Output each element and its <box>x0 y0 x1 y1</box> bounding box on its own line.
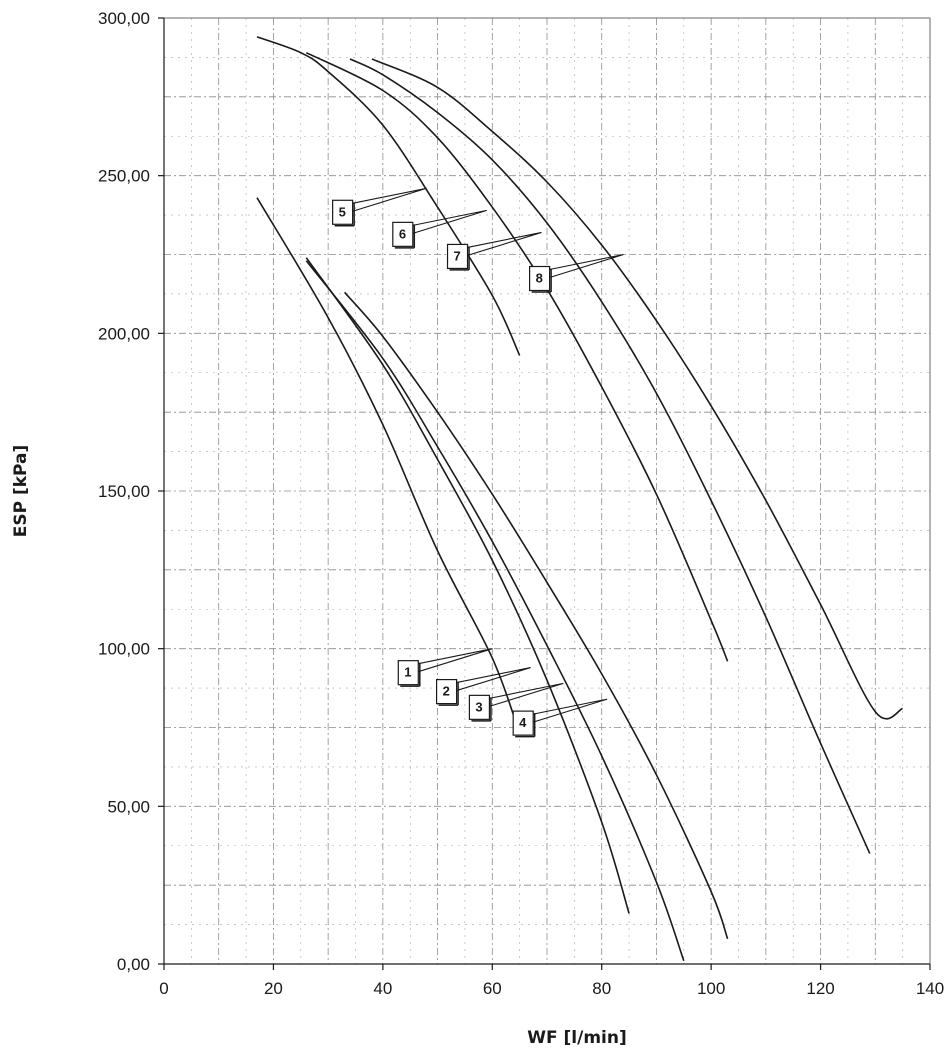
curve-3 <box>305 260 685 962</box>
series-curves <box>256 36 903 962</box>
callout-6: 6 <box>392 209 487 249</box>
y-tick-label: 0,00 <box>117 955 150 974</box>
callout-box <box>446 243 469 270</box>
callout-box <box>435 678 458 705</box>
y-tick-label: 100,00 <box>98 640 150 659</box>
callout-label: 1 <box>404 665 411 680</box>
curve-callouts: 1 2 3 4 5 6 7 8 <box>332 187 624 738</box>
callout-box <box>528 265 551 292</box>
callout-leader <box>412 209 487 234</box>
y-tick-labels: 0,00 50,00 100,00 150,00 200,00 250,00 300,00 <box>98 9 150 974</box>
callout-8: 8 <box>528 253 624 293</box>
callout-label: 5 <box>339 204 346 219</box>
callout-4: 4 <box>512 698 608 738</box>
y-tick-label: 150,00 <box>98 482 150 501</box>
callout-label: 6 <box>399 226 406 241</box>
callout-leader <box>467 231 542 256</box>
callout-label: 7 <box>454 248 461 263</box>
callout-1: 1 <box>397 648 493 687</box>
callout-2: 2 <box>435 667 531 706</box>
callout-box <box>397 660 419 686</box>
callout-3: 3 <box>468 682 564 722</box>
callout-label: 3 <box>475 699 482 714</box>
callout-leader <box>533 698 608 723</box>
callout-label: 4 <box>519 715 527 730</box>
callout-7: 7 <box>446 231 542 271</box>
x-tick-label: 40 <box>373 979 392 998</box>
curve-6 <box>305 51 729 662</box>
y-tick-label: 250,00 <box>98 167 150 186</box>
callout-label: 2 <box>443 684 450 699</box>
y-axis-title: ESP [kPa] <box>11 445 31 538</box>
x-tick-label: 120 <box>806 979 834 998</box>
x-tick-label: 60 <box>483 979 502 998</box>
callout-box <box>332 199 354 225</box>
callout-5: 5 <box>332 187 427 227</box>
grid-layer <box>164 18 930 964</box>
callout-box <box>392 221 414 247</box>
x-tick-label: 0 <box>159 979 168 998</box>
curve-1 <box>256 197 521 735</box>
curve-2 <box>305 257 630 914</box>
curve-7 <box>349 58 871 854</box>
x-tick-label: 20 <box>264 979 283 998</box>
callout-leader <box>489 682 564 707</box>
callout-leader <box>418 648 493 673</box>
x-axis-title: WF [l/min] <box>527 1028 627 1048</box>
x-tick-labels: 0 20 40 60 80 100 120 140 <box>159 979 944 998</box>
callout-leader <box>352 187 427 212</box>
callout-leader <box>549 253 624 279</box>
callout-leader <box>456 667 531 692</box>
callout-label: 8 <box>536 271 543 286</box>
curve-5 <box>256 36 521 356</box>
curve-8 <box>371 58 903 720</box>
tick-marks <box>158 17 931 970</box>
y-tick-label: 200,00 <box>98 324 150 343</box>
x-tick-label: 100 <box>697 979 725 998</box>
x-tick-label: 140 <box>916 979 944 998</box>
x-tick-label: 80 <box>592 979 611 998</box>
y-tick-label: 300,00 <box>98 9 150 28</box>
callout-box <box>468 694 491 720</box>
y-tick-label: 50,00 <box>107 797 150 816</box>
callout-box <box>512 710 534 736</box>
curve-4 <box>343 291 729 940</box>
